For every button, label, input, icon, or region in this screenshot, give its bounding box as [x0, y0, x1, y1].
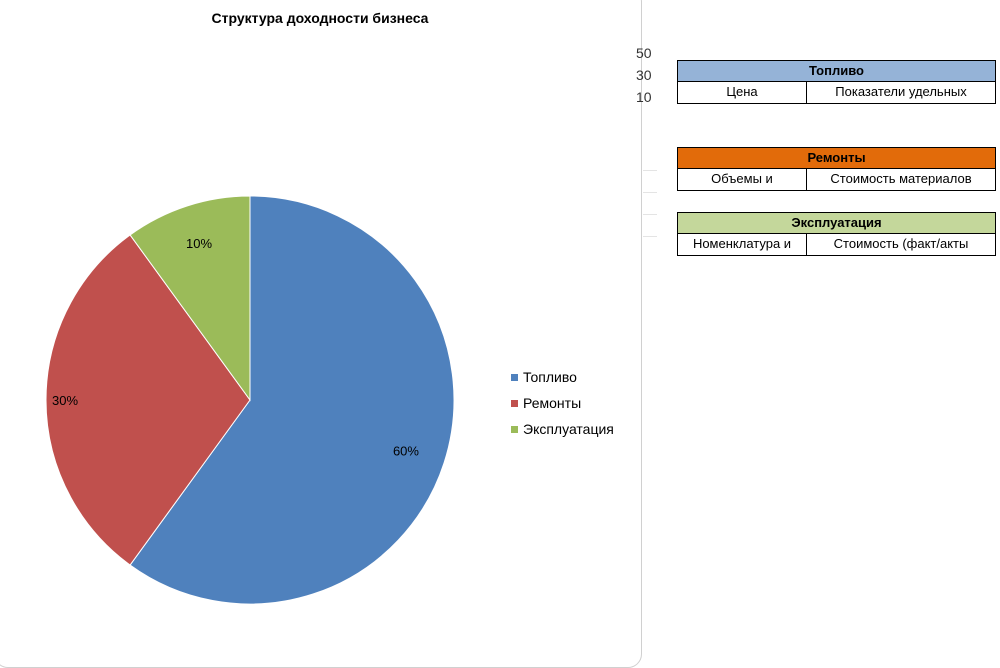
pie-slice-repairs[interactable]: [45, 234, 251, 566]
background-gridline: [643, 170, 657, 171]
pie-label-repairs: 30%: [52, 393, 78, 408]
table-cell[interactable]: Стоимость (факт/акты: [807, 234, 996, 256]
background-gridline: [643, 236, 657, 237]
legend-item-repairs: Ремонты: [511, 390, 614, 416]
table-cell[interactable]: Стоимость материалов: [807, 169, 996, 191]
legend-item-fuel: Топливо: [511, 364, 614, 390]
table-fuel: Топливо Цена Показатели удельных: [677, 60, 996, 104]
table-repairs: Ремонты Объемы и Стоимость материалов: [677, 147, 996, 191]
background-gridline: [643, 214, 657, 215]
legend-label-repairs: Ремонты: [523, 395, 582, 411]
table-row: Номенклатура и Стоимость (факт/акты: [677, 234, 996, 256]
table-cell[interactable]: Цена: [677, 82, 807, 104]
table-row: Объемы и Стоимость материалов: [677, 169, 996, 191]
table-fuel-header[interactable]: Топливо: [677, 60, 996, 82]
legend-label-fuel: Топливо: [523, 369, 577, 385]
legend-item-operation: Эксплуатация: [511, 416, 614, 442]
background-number: 10: [636, 89, 652, 105]
pie-slice-fuel[interactable]: [129, 195, 455, 605]
legend-swatch-repairs: [511, 399, 518, 407]
background-number: 30: [636, 67, 652, 83]
legend-swatch-fuel: [511, 373, 518, 381]
table-cell[interactable]: Объемы и: [677, 169, 807, 191]
table-operation: Эксплуатация Номенклатура и Стоимость (ф…: [677, 212, 996, 256]
table-repairs-header[interactable]: Ремонты: [677, 147, 996, 169]
pie-chart[interactable]: 60% 30% 10%: [0, 0, 640, 651]
legend-swatch-operation: [511, 425, 518, 433]
table-cell[interactable]: Номенклатура и: [677, 234, 807, 256]
legend-label-operation: Эксплуатация: [523, 421, 614, 437]
pie-label-fuel: 60%: [393, 444, 419, 459]
table-cell[interactable]: Показатели удельных: [807, 82, 996, 104]
background-numbers: 50 30 10: [636, 42, 652, 108]
pie-slice-operation[interactable]: [129, 195, 251, 402]
chart-title: Структура доходности бизнеса: [211, 10, 429, 26]
pie-label-operation: 10%: [186, 236, 212, 251]
background-number: 50: [636, 45, 652, 61]
table-row: Цена Показатели удельных: [677, 82, 996, 104]
chart-legend: Топливо Ремонты Эксплуатация: [511, 364, 614, 442]
table-operation-header[interactable]: Эксплуатация: [677, 212, 996, 234]
background-gridline: [643, 192, 657, 193]
